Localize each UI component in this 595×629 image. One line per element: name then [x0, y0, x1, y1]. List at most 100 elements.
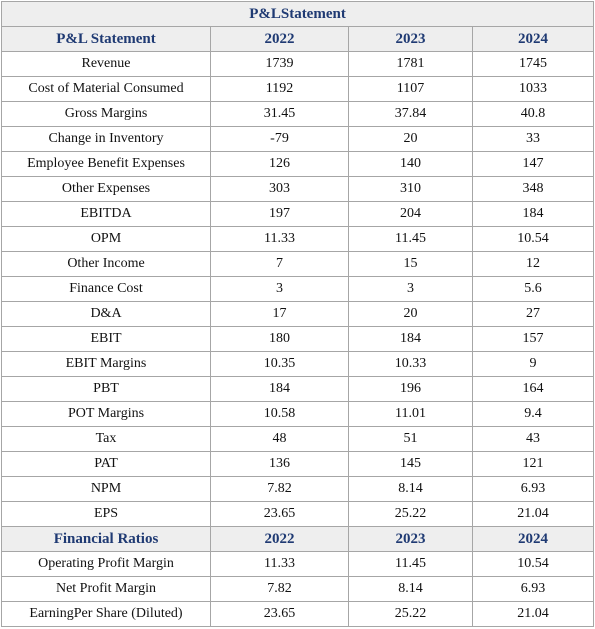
row-label: EPS [1, 501, 211, 527]
data-row: POT Margins 10.58 11.01 9.4 [1, 401, 595, 427]
title-row: P&LStatement [0, 1, 595, 27]
value-cell: 11.01 [348, 401, 473, 427]
value-cell: 180 [210, 326, 349, 352]
data-row: PBT 184 196 164 [1, 376, 595, 402]
value-cell: 10.54 [471, 551, 595, 577]
value-cell: 184 [210, 376, 349, 402]
value-cell: 11.33 [210, 551, 349, 577]
value-cell: 25.22 [348, 601, 473, 627]
value-cell: 1739 [210, 51, 349, 77]
value-cell: 9.4 [471, 401, 595, 427]
data-row: EBITDA 197 204 184 [1, 201, 595, 227]
value-cell: -79 [210, 126, 349, 152]
header-cell: 2023 [348, 26, 473, 52]
value-cell: 196 [348, 376, 473, 402]
header-cell: Financial Ratios [1, 526, 211, 552]
value-cell: 164 [471, 376, 595, 402]
row-label: Employee Benefit Expenses [1, 151, 211, 177]
data-row: EBIT Margins 10.35 10.33 9 [1, 351, 595, 377]
data-row: Cost of Material Consumed 1192 1107 1033 [1, 76, 595, 102]
data-row: PAT 136 145 121 [1, 451, 595, 477]
header-cell: 2024 [471, 526, 595, 552]
value-cell: 1107 [348, 76, 473, 102]
value-cell: 10.35 [210, 351, 349, 377]
row-label: D&A [1, 301, 211, 327]
data-row: Other Income 7 15 12 [1, 251, 595, 277]
row-label: OPM [1, 226, 211, 252]
header-cell: 2023 [348, 526, 473, 552]
header-cell: 2024 [471, 26, 595, 52]
data-row: Tax 48 51 43 [1, 426, 595, 452]
value-cell: 21.04 [471, 601, 595, 627]
value-cell: 10.54 [471, 226, 595, 252]
value-cell: 197 [210, 201, 349, 227]
row-label: Revenue [1, 51, 211, 77]
header-row: Financial Ratios 2022 2023 2024 [1, 526, 595, 552]
data-row: Revenue 1739 1781 1745 [1, 51, 595, 77]
value-cell: 23.65 [210, 501, 349, 527]
value-cell: 20 [348, 126, 473, 152]
value-cell: 37.84 [348, 101, 473, 127]
row-label: PAT [1, 451, 211, 477]
value-cell: 6.93 [471, 576, 595, 602]
value-cell: 136 [210, 451, 349, 477]
row-label: Change in Inventory [1, 126, 211, 152]
data-row: D&A 17 20 27 [1, 301, 595, 327]
data-row: OPM 11.33 11.45 10.54 [1, 226, 595, 252]
value-cell: 121 [471, 451, 595, 477]
value-cell: 348 [471, 176, 595, 202]
data-row: Other Expenses 303 310 348 [1, 176, 595, 202]
data-row: EBIT 180 184 157 [1, 326, 595, 352]
value-cell: 310 [348, 176, 473, 202]
row-label: POT Margins [1, 401, 211, 427]
header-cell: 2022 [210, 526, 349, 552]
value-cell: 5.6 [471, 276, 595, 302]
data-row: EPS 23.65 25.22 21.04 [1, 501, 595, 527]
table-title: P&LStatement [0, 1, 595, 27]
value-cell: 11.45 [348, 226, 473, 252]
row-label: Gross Margins [1, 101, 211, 127]
value-cell: 33 [471, 126, 595, 152]
data-row: Net Profit Margin 7.82 8.14 6.93 [1, 576, 595, 602]
row-label: EarningPer Share (Diluted) [1, 601, 211, 627]
value-cell: 7 [210, 251, 349, 277]
value-cell: 8.14 [348, 476, 473, 502]
value-cell: 21.04 [471, 501, 595, 527]
value-cell: 1192 [210, 76, 349, 102]
value-cell: 1745 [471, 51, 595, 77]
row-label: EBIT [1, 326, 211, 352]
value-cell: 6.93 [471, 476, 595, 502]
value-cell: 15 [348, 251, 473, 277]
header-row: P&L Statement 2022 2023 2024 [1, 26, 595, 52]
value-cell: 43 [471, 426, 595, 452]
value-cell: 184 [471, 201, 595, 227]
row-label: Tax [1, 426, 211, 452]
value-cell: 40.8 [471, 101, 595, 127]
value-cell: 25.22 [348, 501, 473, 527]
value-cell: 8.14 [348, 576, 473, 602]
value-cell: 10.33 [348, 351, 473, 377]
value-cell: 31.45 [210, 101, 349, 127]
row-label: EBIT Margins [1, 351, 211, 377]
row-label: Net Profit Margin [1, 576, 211, 602]
data-row: Employee Benefit Expenses 126 140 147 [1, 151, 595, 177]
row-label: EBITDA [1, 201, 211, 227]
data-row: NPM 7.82 8.14 6.93 [1, 476, 595, 502]
value-cell: 51 [348, 426, 473, 452]
value-cell: 27 [471, 301, 595, 327]
row-label: PBT [1, 376, 211, 402]
value-cell: 1781 [348, 51, 473, 77]
row-label: Other Expenses [1, 176, 211, 202]
header-cell: 2022 [210, 26, 349, 52]
value-cell: 20 [348, 301, 473, 327]
value-cell: 1033 [471, 76, 595, 102]
value-cell: 140 [348, 151, 473, 177]
row-label: NPM [1, 476, 211, 502]
value-cell: 17 [210, 301, 349, 327]
value-cell: 23.65 [210, 601, 349, 627]
value-cell: 204 [348, 201, 473, 227]
value-cell: 7.82 [210, 476, 349, 502]
